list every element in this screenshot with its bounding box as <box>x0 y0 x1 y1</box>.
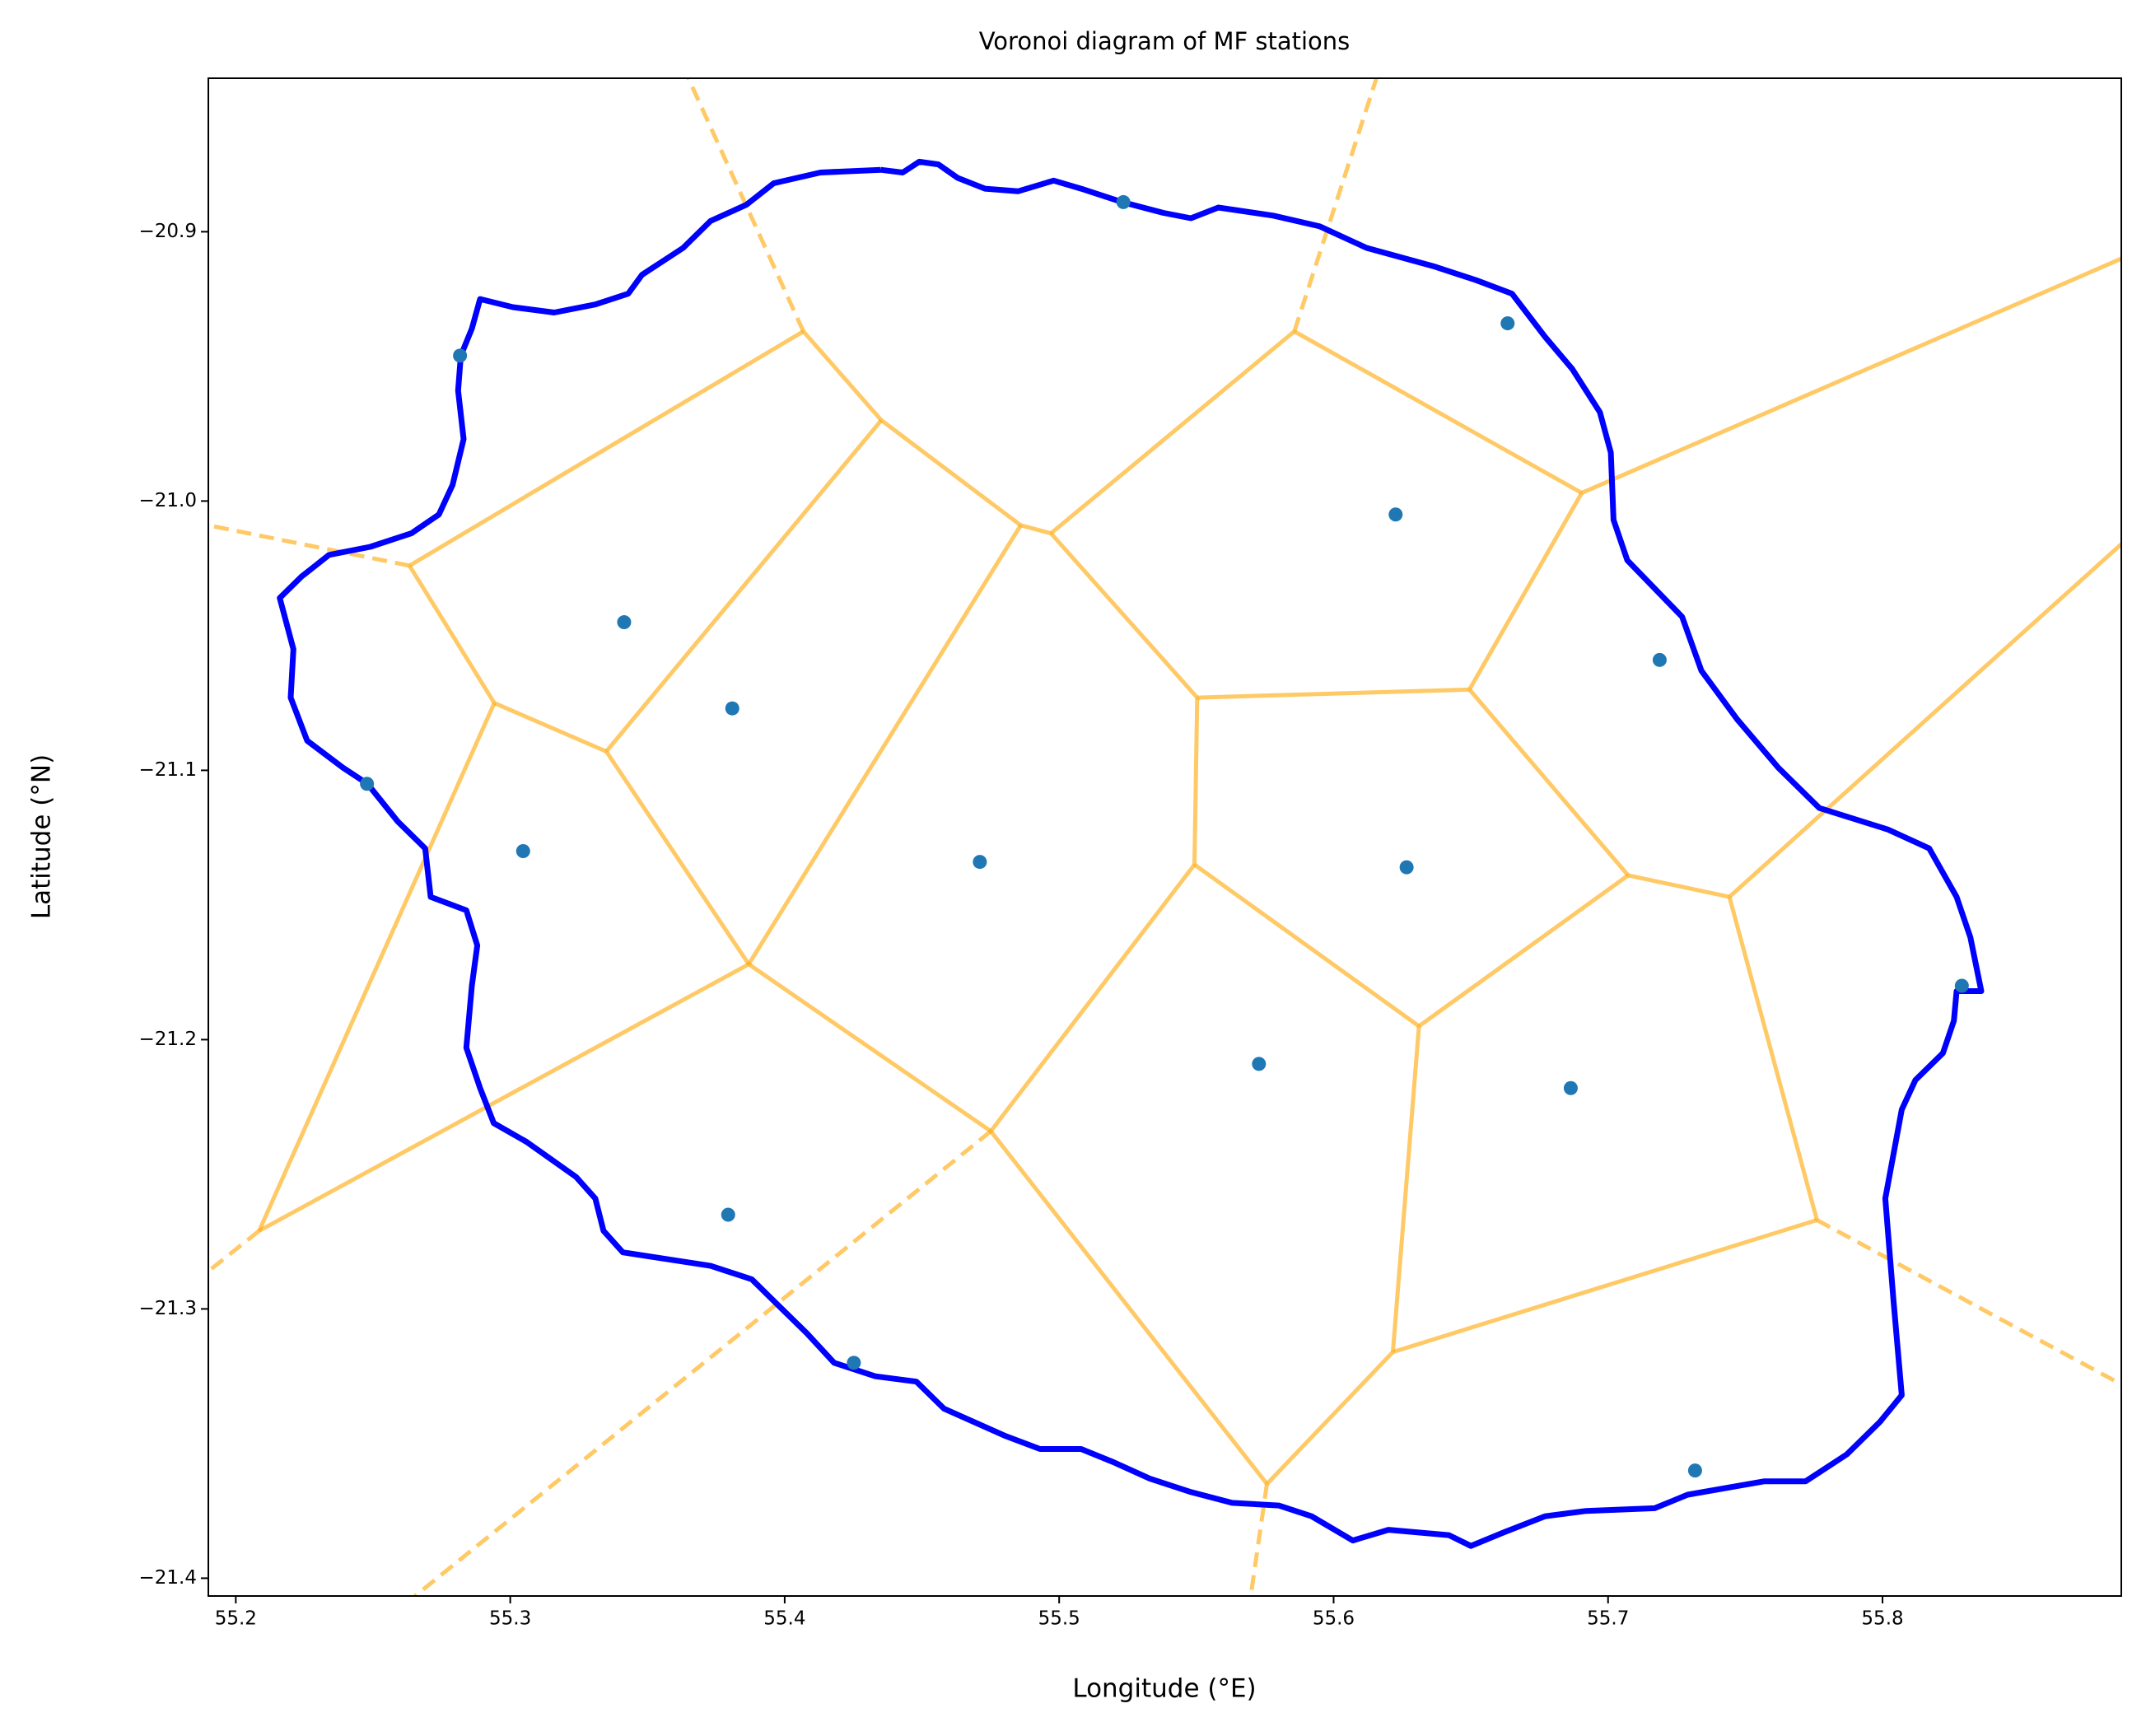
voronoi-ridge <box>1580 256 2121 495</box>
voronoi-ridge <box>257 702 497 1232</box>
voronoi-ridge <box>1467 492 1584 691</box>
voronoi-ridge <box>408 329 805 568</box>
voronoi-ridge <box>989 1130 1269 1486</box>
voronoi-ridge <box>1049 329 1296 535</box>
plot-area <box>208 78 2121 1596</box>
x-tick-label: 55.7 <box>1587 1608 1629 1630</box>
x-tick-label: 55.8 <box>1861 1608 1903 1630</box>
voronoi-ridge <box>1293 329 1583 495</box>
x-tick-label: 55.4 <box>763 1608 805 1630</box>
x-tick-label: 55.3 <box>489 1608 531 1630</box>
station-point <box>721 1207 735 1222</box>
station-point <box>1500 316 1515 331</box>
voronoi-ridge <box>258 962 750 1233</box>
station-point <box>1954 978 1969 993</box>
voronoi-ridge <box>1728 542 2121 898</box>
voronoi-ridge <box>801 329 884 422</box>
voronoi-ridge <box>1292 78 1379 333</box>
voronoi-ridge <box>604 750 751 966</box>
voronoi-ridge <box>989 863 1197 1133</box>
voronoi-ridge <box>1816 1218 2121 1387</box>
voronoi-ridge <box>747 524 1023 966</box>
station-point <box>360 777 375 791</box>
y-tick-label: −21.2 <box>139 1029 197 1050</box>
voronoi-ridge <box>747 962 992 1133</box>
voronoi-ridge <box>1417 873 1630 1029</box>
voronoi-ridge <box>1248 1483 1269 1596</box>
y-tick-label: −20.9 <box>139 221 197 242</box>
station-point <box>1388 507 1403 522</box>
voronoi-ridge <box>1193 862 1421 1029</box>
voronoi-ridge <box>1192 698 1200 865</box>
station-point <box>1399 860 1414 875</box>
voronoi-ridge <box>208 1229 261 1273</box>
voronoi-ridge <box>1467 688 1630 877</box>
x-axis-label: Longitude (°E) <box>1072 1674 1256 1704</box>
voronoi-ridge <box>1392 1218 1818 1355</box>
station-point <box>516 844 530 859</box>
x-tick-label: 55.2 <box>215 1608 257 1630</box>
voronoi-ridge <box>1390 1025 1421 1352</box>
x-tick-label: 55.6 <box>1313 1608 1355 1630</box>
y-axis-label: Latitude (°N) <box>27 754 57 919</box>
station-point <box>1252 1057 1267 1071</box>
station-point <box>1116 194 1131 209</box>
axes-frame <box>208 77 2122 1597</box>
chart-title: Voronoi diagram of MF stations <box>979 27 1351 55</box>
station-point <box>453 348 468 363</box>
station-point <box>1687 1463 1702 1478</box>
voronoi-ridge <box>1265 1351 1395 1486</box>
voronoi-ridge <box>1019 523 1052 536</box>
voronoi-ridge <box>1727 896 1819 1221</box>
voronoi-ridge <box>493 701 608 754</box>
station-point <box>725 701 739 716</box>
y-tick-label: −21.4 <box>139 1567 197 1589</box>
voronoi-ridge <box>879 418 1023 527</box>
station-point <box>1652 652 1667 667</box>
voronoi-ridge <box>604 418 884 754</box>
coastline <box>277 158 1985 1549</box>
y-tick-label: −21.0 <box>139 490 197 511</box>
station-point <box>1563 1080 1578 1095</box>
station-point <box>617 615 632 630</box>
voronoi-ridge <box>1627 873 1730 899</box>
voronoi-ridge <box>208 523 410 568</box>
voronoi-ridge <box>1197 687 1470 700</box>
y-tick-label: −21.3 <box>139 1298 197 1319</box>
y-tick-label: −21.1 <box>139 759 197 781</box>
station-point <box>973 855 987 870</box>
voronoi-ridge <box>413 1129 992 1596</box>
station-point <box>847 1356 861 1370</box>
voronoi-ridge <box>408 564 497 704</box>
x-tick-label: 55.5 <box>1038 1608 1080 1630</box>
voronoi-ridge <box>1049 531 1199 699</box>
